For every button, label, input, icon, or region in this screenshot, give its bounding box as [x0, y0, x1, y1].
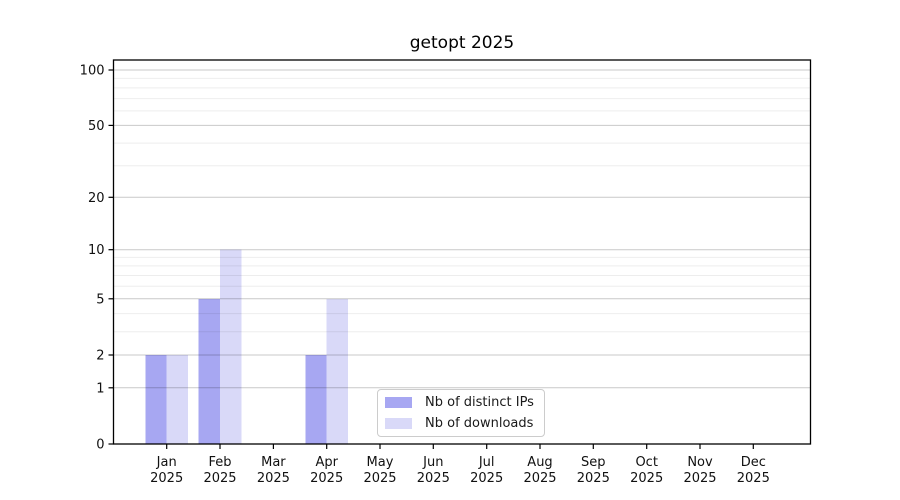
- bar-ips-jan: [145, 355, 167, 444]
- y-tick-label: 1: [96, 381, 104, 396]
- bar-downloads-feb: [220, 249, 242, 444]
- y-tick-label: 0: [96, 438, 104, 453]
- legend-swatch-distinct-ips-icon: [385, 397, 412, 408]
- legend-label-downloads: Nb of downloads: [425, 416, 534, 431]
- legend-item-distinct-ips: Nb of distinct IPs: [385, 396, 536, 409]
- legend: Nb of distinct IPs Nb of downloads: [377, 389, 545, 437]
- x-axis-ticks: Jan 2025 Feb 2025 Mar 2025 Apr 2025 May 2025 Jun 20…: [150, 444, 770, 486]
- legend-label-distinct-ips: Nb of distinct IPs: [425, 395, 534, 410]
- x-tick-label: May 2025: [363, 455, 396, 486]
- plot-border: [112, 59, 812, 445]
- x-tick-label: Sep 2025: [577, 455, 610, 486]
- x-tick-label: Mar 2025: [257, 455, 290, 486]
- y-axis-ticks: 0 1 2 5 10 20 50 100: [80, 64, 114, 453]
- bars: [145, 249, 349, 444]
- legend-item-downloads: Nb of downloads: [385, 417, 536, 430]
- legend-swatch-downloads-icon: [385, 418, 412, 429]
- x-tick-label: Dec 2025: [737, 455, 770, 486]
- y-tick-label: 20: [88, 191, 105, 206]
- y-tick-label: 50: [88, 119, 105, 134]
- x-tick-label: Feb 2025: [203, 455, 236, 486]
- bar-downloads-jan: [166, 355, 189, 444]
- x-tick-label: Jan 2025: [150, 455, 183, 486]
- y-tick-label: 100: [80, 64, 105, 79]
- x-tick-label: Jun 2025: [417, 455, 450, 486]
- y-tick-label: 2: [96, 349, 104, 364]
- bar-downloads-apr: [326, 298, 349, 444]
- y-tick-label: 10: [88, 243, 105, 258]
- chart-title: getopt 2025: [409, 33, 515, 53]
- x-tick-label: Nov 2025: [683, 455, 716, 486]
- x-tick-label: Aug 2025: [523, 455, 556, 486]
- y-minor-gridlines: [113, 77, 811, 333]
- y-major-gridlines: [113, 69, 811, 389]
- y-tick-label: 5: [96, 292, 104, 307]
- x-tick-label: Apr 2025: [310, 455, 343, 486]
- bar-ips-feb: [198, 298, 220, 444]
- bar-ips-apr: [305, 355, 327, 444]
- x-tick-label: Oct 2025: [630, 455, 663, 486]
- x-tick-label: Jul 2025: [470, 455, 503, 486]
